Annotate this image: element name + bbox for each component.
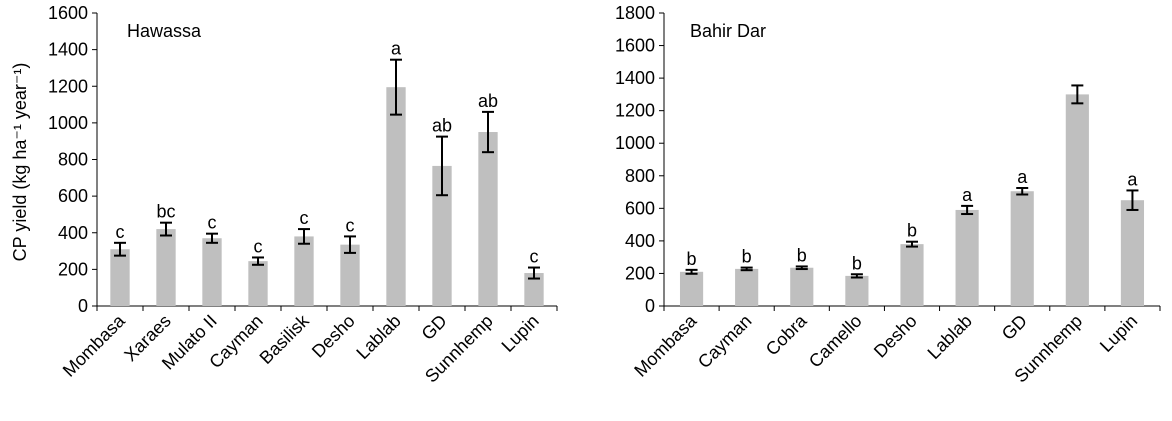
bahir-dar-bar [679,271,704,306]
hawassa-y-tick-label: 200 [58,259,88,279]
bahir-dar-bar [1010,191,1034,306]
bahir-dar-bar [845,275,869,306]
bahir-dar-category-label: Desho [870,311,921,362]
bahir-dar-significance-letter: b [852,253,862,273]
bahir-dar-category-label: Cayman [694,311,756,373]
bahir-dar-bar [1065,94,1089,306]
bahir-dar-y-tick-label: 1400 [615,68,655,88]
bahir-dar-significance-letter: b [687,249,697,269]
hawassa-y-tick-label: 600 [58,186,88,206]
hawassa-significance-letter: c [116,222,125,242]
bahir-dar-significance-letter: a [962,185,973,205]
hawassa-significance-letter: c [300,208,309,228]
hawassa-y-tick-label: 800 [58,150,88,170]
hawassa-significance-letter: c [530,247,539,267]
hawassa-y-axis-label: CP yield (kg ha⁻¹ year⁻¹) [10,63,30,262]
hawassa-y-tick-label: 400 [58,223,88,243]
hawassa-y-tick-label: 1200 [48,76,88,96]
bahir-dar-significance-letter: b [907,221,917,241]
hawassa-category-label: GD [418,311,451,344]
bahir-dar-significance-letter: a [1127,169,1138,189]
hawassa-y-tick-label: 1000 [48,113,88,133]
hawassa-y-tick-label: 1400 [48,40,88,60]
bahir-dar-bar [900,244,924,306]
bahir-dar-bar [1120,200,1145,306]
bahir-dar-y-tick-label: 0 [645,296,655,316]
bahir-dar-category-label: Mombasa [630,310,701,381]
bahir-dar-significance-letter: b [797,245,807,265]
bahir-dar-category-label: GD [998,311,1031,344]
hawassa-bar [524,273,544,306]
bahir-dar-title: Bahir Dar [690,21,766,41]
hawassa-significance-letter: ab [432,116,452,136]
hawassa-significance-letter: c [254,236,263,256]
bahir-dar-y-tick-label: 1800 [615,3,655,23]
hawassa-bar [294,236,314,306]
hawassa-significance-letter: bc [156,202,175,222]
hawassa-bar [156,229,176,306]
bahir-dar-y-tick-label: 200 [625,263,655,283]
bahir-dar-significance-letter: b [742,247,752,267]
bahir-dar-y-tick-label: 1200 [615,101,655,121]
hawassa-significance-letter: ab [478,91,498,111]
bahir-dar-category-label: Cobra [762,310,812,360]
hawassa-category-label: Lablab [352,311,404,363]
hawassa-category-label: Basilisk [256,310,314,368]
hawassa-bar [110,249,130,306]
hawassa-significance-letter: c [346,215,355,235]
bahir-dar-y-tick-label: 600 [625,198,655,218]
hawassa-panel: CP yield (kg ha⁻¹ year⁻¹) Hawassa 0 200 40… [10,3,558,386]
hawassa-bar [478,132,498,306]
bahir-dar-category-label: Lupin [1096,311,1141,356]
hawassa-significance-letter: c [208,213,217,233]
hawassa-bar [386,87,406,307]
bahir-dar-category-label: Lablab [924,311,976,363]
hawassa-category-label: Lupin [498,311,543,356]
bahir-dar-bar [790,267,814,306]
hawassa-bar [248,261,268,306]
bahir-dar-y-tick-label: 1600 [615,36,655,56]
bahir-dar-bar [735,268,759,306]
bahir-dar-significance-letter: a [1017,167,1028,187]
bahir-dar-category-label: Camello [805,311,866,372]
hawassa-y-tick-label: 1600 [48,3,88,23]
bahir-dar-y-tick-label: 1000 [615,133,655,153]
hawassa-category-label: Mombasa [59,310,130,381]
hawassa-bar [432,165,452,306]
hawassa-bar [202,238,222,306]
hawassa-title: Hawassa [127,21,202,41]
hawassa-significance-letter: a [391,39,402,59]
hawassa-y-tick-label: 0 [78,296,88,316]
hawassa-category-label: Desho [308,311,359,362]
bahir-dar-bar [955,209,979,306]
bahir-dar-y-tick-label: 400 [625,231,655,251]
bahir-dar-panel: Bahir Dar 0 200 400 600 800 1000 1200 1400 1600 1… [615,3,1161,386]
hawassa-bar [340,244,360,306]
bahir-dar-y-tick-label: 800 [625,166,655,186]
